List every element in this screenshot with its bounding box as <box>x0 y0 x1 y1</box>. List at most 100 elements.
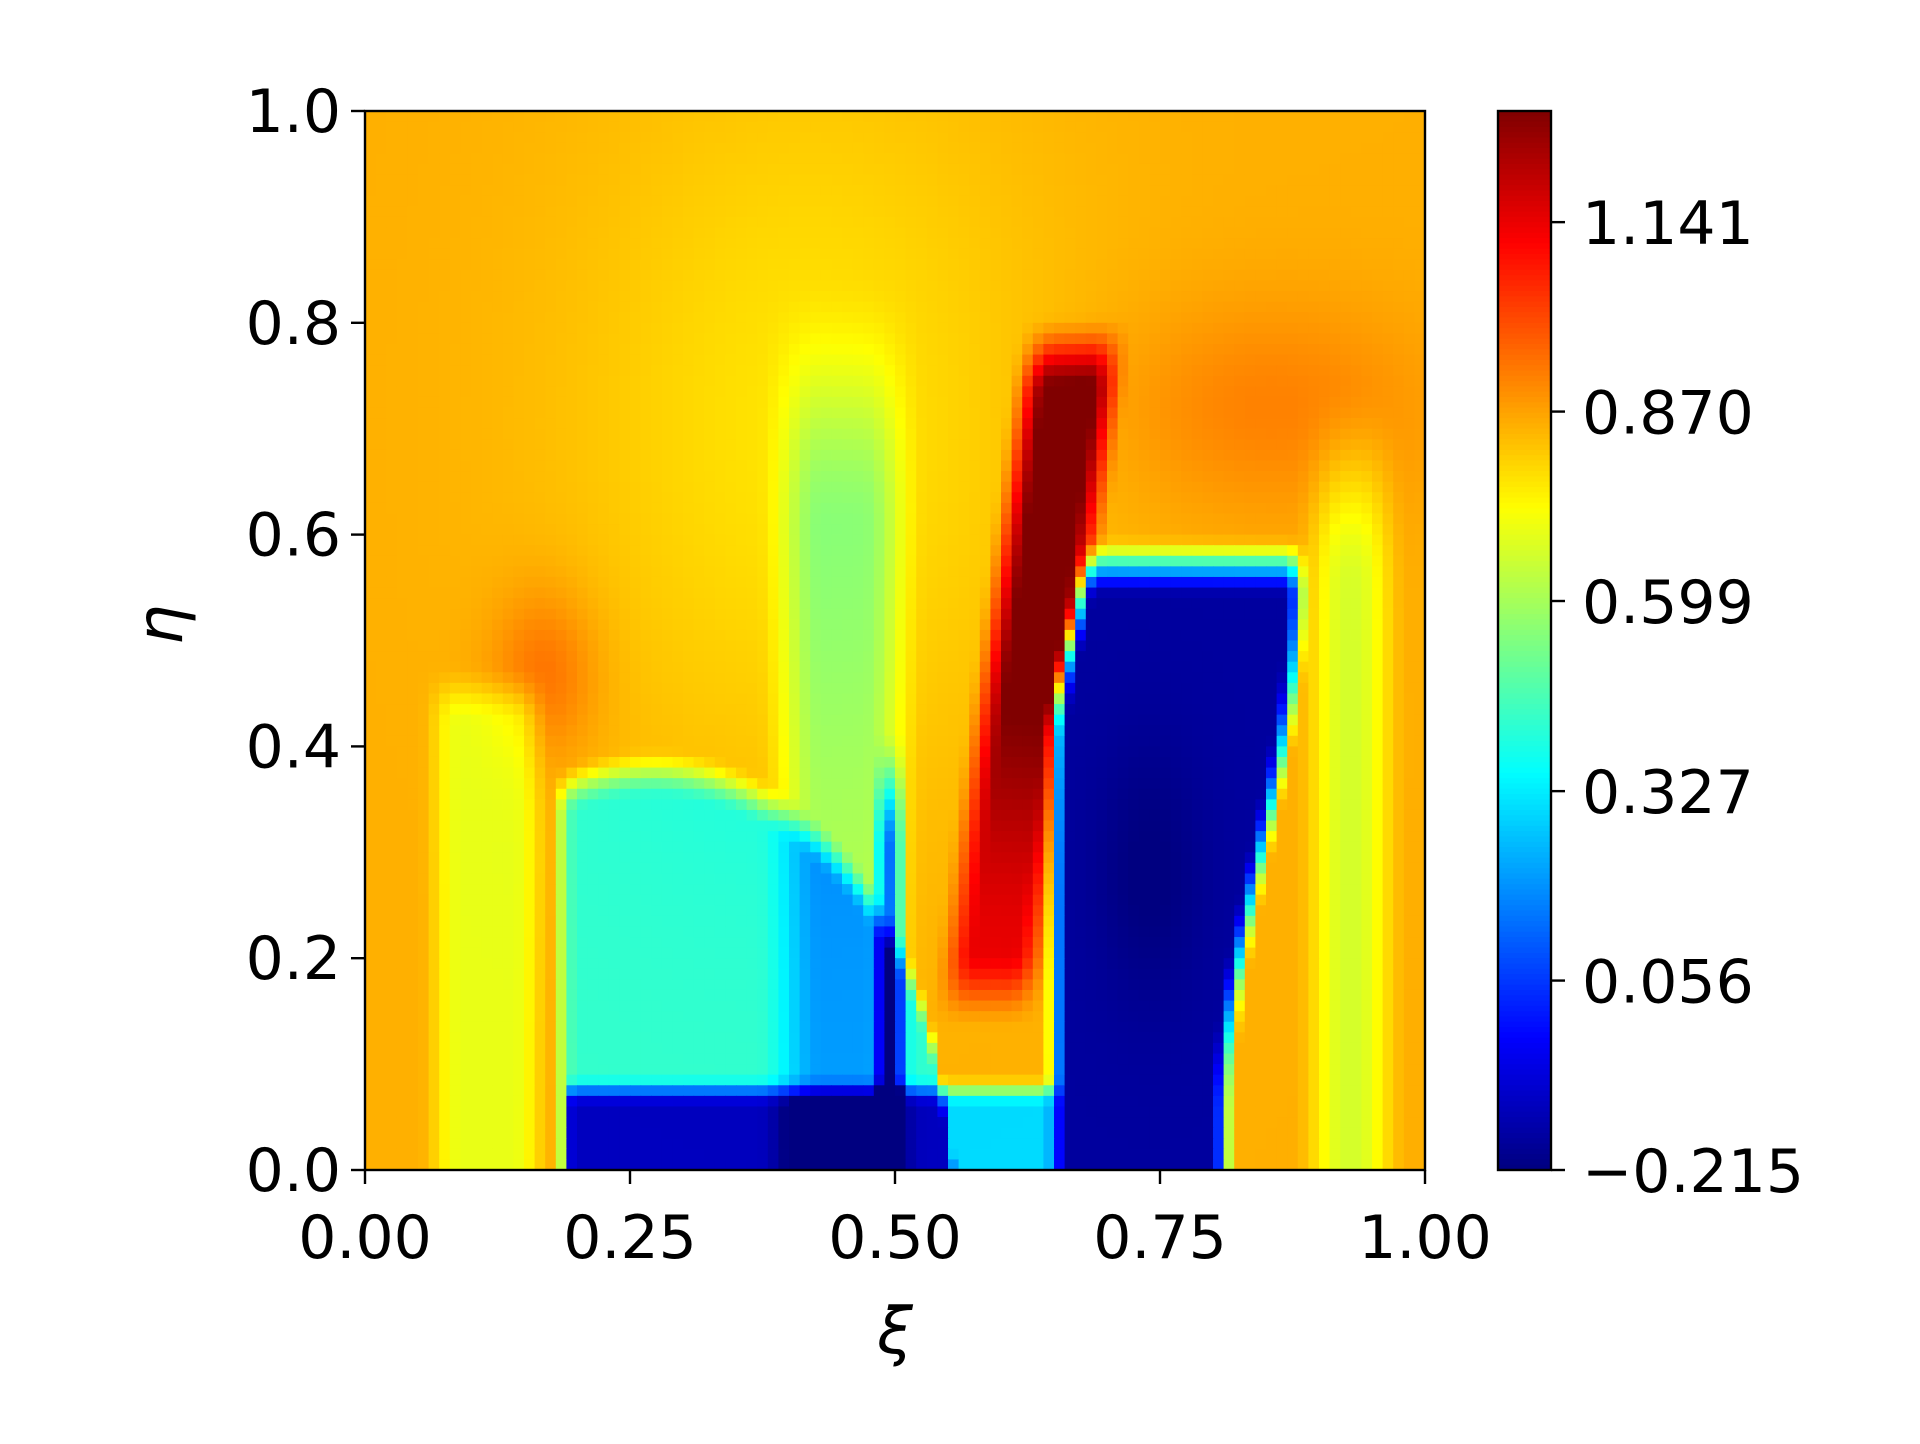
heatmap-cell <box>746 513 758 525</box>
heatmap-cell <box>439 227 451 239</box>
heatmap-cell <box>736 280 748 292</box>
heatmap-cell <box>1096 333 1108 345</box>
heatmap-cell <box>926 608 938 620</box>
heatmap-cell <box>545 174 557 186</box>
heatmap-cell <box>1191 163 1203 176</box>
heatmap-cell <box>725 386 737 398</box>
heatmap-cell <box>608 238 620 250</box>
heatmap-cell <box>1213 280 1225 292</box>
heatmap-cell <box>1234 481 1246 493</box>
heatmap-cell <box>990 206 1002 218</box>
heatmap-cell <box>1393 439 1405 451</box>
heatmap-cell <box>619 375 631 387</box>
heatmap-cell <box>969 576 981 589</box>
heatmap-cell <box>502 502 514 515</box>
heatmap-cell <box>1403 460 1415 472</box>
heatmap-cell <box>1287 545 1299 557</box>
heatmap-cell <box>630 206 642 218</box>
heatmap-cell <box>1276 428 1288 440</box>
heatmap-cell <box>640 312 652 324</box>
heatmap-cell <box>1202 524 1214 536</box>
heatmap-cell <box>587 513 599 525</box>
heatmap-cell <box>1329 142 1341 154</box>
heatmap-cell <box>884 322 896 334</box>
heatmap-cell <box>842 354 854 366</box>
heatmap-cell <box>365 269 377 282</box>
heatmap-cell <box>831 121 843 133</box>
heatmap-cell <box>1011 375 1023 387</box>
heatmap-cell <box>1403 142 1415 154</box>
heatmap-cell <box>1085 407 1097 419</box>
heatmap-cell <box>555 216 567 229</box>
heatmap-cell <box>757 587 769 599</box>
heatmap-cell <box>1340 428 1352 440</box>
heatmap-cell <box>608 343 620 356</box>
heatmap-cell <box>386 291 398 303</box>
heatmap-cell <box>365 375 377 387</box>
heatmap-cell <box>990 598 1002 610</box>
heatmap-cell <box>990 524 1002 536</box>
heatmap-cell <box>672 492 684 504</box>
heatmap-cell <box>937 481 949 493</box>
heatmap-cell <box>1319 174 1331 186</box>
heatmap-cell <box>375 259 387 271</box>
heatmap-cell <box>831 492 843 504</box>
heatmap-cell <box>1117 460 1129 472</box>
heatmap-cell <box>471 322 483 334</box>
heatmap-cell <box>396 163 408 176</box>
heatmap-cell <box>1064 163 1076 176</box>
heatmap-cell <box>704 365 716 377</box>
heatmap-cell <box>1340 566 1352 578</box>
heatmap-cell <box>407 142 419 154</box>
heatmap-cell <box>958 280 970 292</box>
heatmap-cell <box>534 291 546 303</box>
heatmap-cell <box>810 566 822 578</box>
heatmap-cell <box>842 513 854 525</box>
heatmap-cell <box>640 619 652 631</box>
heatmap-cell <box>1022 301 1034 313</box>
heatmap-cell <box>1234 142 1246 154</box>
heatmap-cell <box>598 386 610 398</box>
heatmap-cell <box>1202 269 1214 282</box>
heatmap-cell <box>746 365 758 377</box>
heatmap-cell <box>979 312 991 324</box>
heatmap-cell <box>439 513 451 525</box>
heatmap-cell <box>1329 576 1341 589</box>
heatmap-cell <box>1297 629 1309 642</box>
heatmap-cell <box>502 333 514 345</box>
heatmap-cell <box>863 534 875 546</box>
heatmap-cell <box>1287 418 1299 430</box>
heatmap-cell <box>1319 132 1331 144</box>
heatmap-cell <box>577 322 589 334</box>
heatmap-cell <box>502 216 514 229</box>
heatmap-cell <box>1064 132 1076 144</box>
heatmap-cell <box>661 418 673 430</box>
heatmap-cell <box>1266 206 1278 218</box>
heatmap-cell <box>1096 439 1108 451</box>
heatmap-cell <box>524 227 536 239</box>
heatmap-cell <box>630 301 642 313</box>
heatmap-cell <box>937 301 949 313</box>
heatmap-cell <box>799 153 811 165</box>
heatmap-cell <box>916 460 928 472</box>
heatmap-cell <box>789 629 801 642</box>
heatmap-cell <box>365 238 377 250</box>
heatmap-cell <box>1319 513 1331 525</box>
heatmap-cell <box>640 111 652 123</box>
heatmap-cell <box>1213 629 1225 642</box>
heatmap-cell <box>1308 121 1320 133</box>
heatmap-cell <box>396 502 408 515</box>
heatmap-cell <box>577 407 589 419</box>
heatmap-cell <box>598 502 610 515</box>
heatmap-cell <box>1382 216 1394 229</box>
heatmap-cell <box>1234 449 1246 462</box>
heatmap-cell <box>1382 545 1394 557</box>
heatmap-cell <box>1308 174 1320 186</box>
heatmap-cell <box>1414 513 1426 525</box>
heatmap-cell <box>608 407 620 419</box>
heatmap-cell <box>1022 153 1034 165</box>
heatmap-cell <box>979 619 991 631</box>
heatmap-cell <box>1128 576 1140 589</box>
heatmap-cell <box>460 396 472 409</box>
heatmap-cell <box>916 407 928 419</box>
